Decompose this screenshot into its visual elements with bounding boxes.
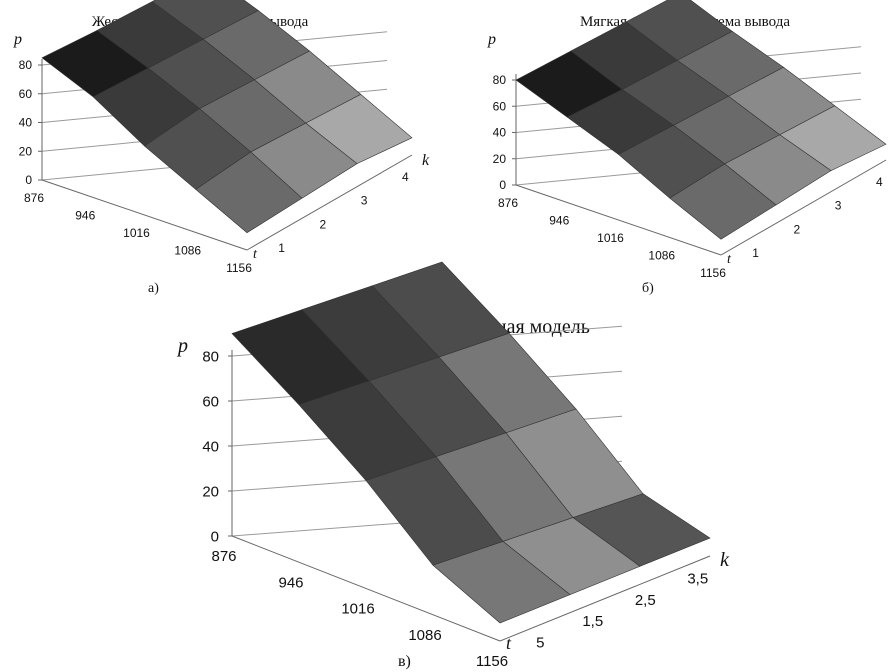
- surface-patch: [195, 151, 303, 234]
- t-axis: [41, 179, 248, 251]
- k-tick-label: 5: [536, 634, 544, 651]
- chart-b: Мягкая нечеткая система вывода 020406080…: [487, 0, 887, 296]
- z-tick-label: 80: [19, 58, 33, 72]
- p-axis-label: p: [13, 31, 22, 48]
- chart-c: Регрессионая модель 02040608087694610161…: [176, 261, 730, 670]
- k-tick-label: 1: [278, 241, 285, 255]
- k-tick-label: 2: [794, 222, 801, 236]
- z-tick-label: 60: [19, 87, 33, 101]
- k-tick-label: 1: [752, 246, 759, 260]
- chart-a-plot: 0 20 40 60 80 876 946 1016 1086 1156 1 2 3 4 p t k: [13, 0, 430, 275]
- t-tick-label: 1156: [700, 266, 726, 280]
- p-axis-label: p: [176, 335, 188, 357]
- z-tick-label: 60: [493, 99, 507, 113]
- t-axis-label: t: [253, 247, 258, 262]
- t-tick-label: 1086: [408, 627, 441, 644]
- chart-c-plot: 0 20 40 60 80 876 946 1016 1086 1156 5 1,5 2,5 3,5 p t k: [176, 261, 730, 670]
- t-tick-label: 1086: [648, 249, 675, 263]
- z-tick-label: 40: [202, 438, 219, 455]
- t-axis: [515, 184, 722, 256]
- z-tick-label: 0: [499, 178, 506, 192]
- t-tick-label: 1156: [476, 653, 508, 670]
- z-tick-label: 40: [493, 126, 507, 140]
- z-tick-label: 0: [25, 173, 32, 187]
- z-tick-label: 80: [202, 348, 219, 365]
- k-axis-label: k: [720, 549, 730, 571]
- t-tick-label: 1156: [226, 261, 252, 275]
- t-tick-label: 876: [498, 196, 518, 210]
- chart-c-caption: в): [398, 653, 411, 670]
- k-tick-label: 4: [876, 175, 883, 189]
- t-tick-label: 946: [549, 214, 569, 228]
- t-tick-label: 876: [211, 548, 236, 565]
- k-axis: [246, 154, 413, 251]
- k-axis: [499, 555, 711, 642]
- z-tick-label: 60: [202, 393, 219, 410]
- chart-a-caption: а): [148, 281, 159, 296]
- t-axis-label: t: [727, 252, 732, 267]
- z-tick-label: 40: [19, 116, 33, 130]
- surface-patch: [432, 541, 571, 624]
- k-tick-label: 3: [361, 194, 368, 208]
- k-axis: [720, 159, 887, 256]
- k-tick-label: 3: [835, 199, 842, 213]
- t-tick-label: 1016: [341, 601, 374, 618]
- z-tick-label: 0: [211, 528, 219, 545]
- chart-b-caption: б): [642, 281, 654, 296]
- surface-patch: [669, 163, 777, 240]
- k-tick-label: 3,5: [687, 571, 708, 588]
- k-tick-label: 2: [320, 217, 327, 231]
- t-axis: [231, 535, 501, 642]
- k-tick-label: 1,5: [582, 613, 603, 630]
- t-tick-label: 1016: [597, 231, 624, 245]
- t-tick-label: 946: [75, 209, 95, 223]
- k-axis-label: k: [422, 152, 430, 169]
- t-tick-label: 1016: [123, 226, 150, 240]
- t-tick-label: 946: [278, 574, 303, 591]
- z-tick-label: 20: [202, 483, 219, 500]
- k-tick-label: 2,5: [635, 592, 656, 609]
- p-axis-label: p: [487, 31, 496, 48]
- k-tick-label: 4: [402, 170, 409, 184]
- z-tick-label: 20: [19, 144, 33, 158]
- t-tick-label: 876: [24, 191, 44, 205]
- t-tick-label: 1086: [174, 244, 201, 258]
- chart-a: Жесткая нечеткая система вывода 02040608…: [13, 0, 430, 296]
- z-tick-label: 20: [493, 152, 507, 166]
- z-tick-label: 80: [493, 73, 507, 87]
- t-axis-label: t: [506, 633, 512, 653]
